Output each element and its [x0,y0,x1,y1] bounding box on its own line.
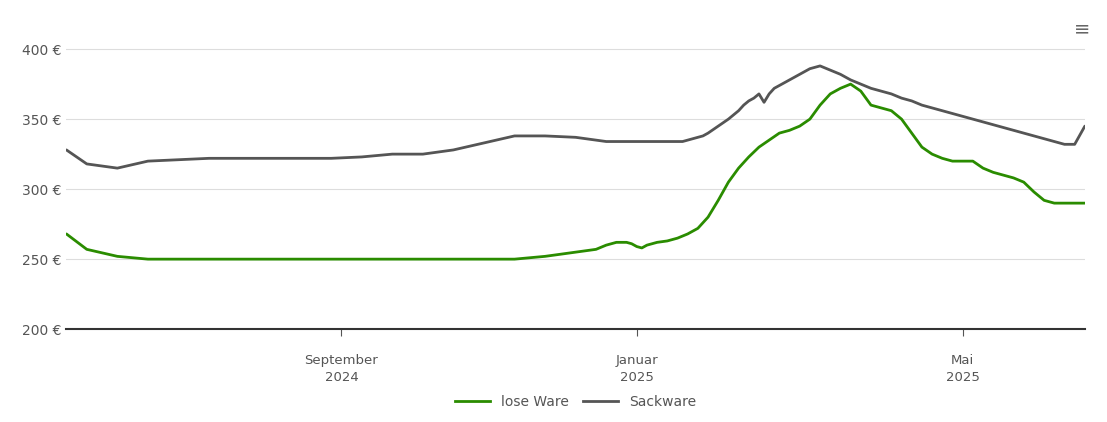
Text: ≡: ≡ [1074,19,1090,38]
Text: Januar
2025: Januar 2025 [615,354,658,384]
Legend: lose Ware, Sackware: lose Ware, Sackware [449,390,702,415]
Text: September
2024: September 2024 [304,354,379,384]
Text: Mai
2025: Mai 2025 [945,354,980,384]
